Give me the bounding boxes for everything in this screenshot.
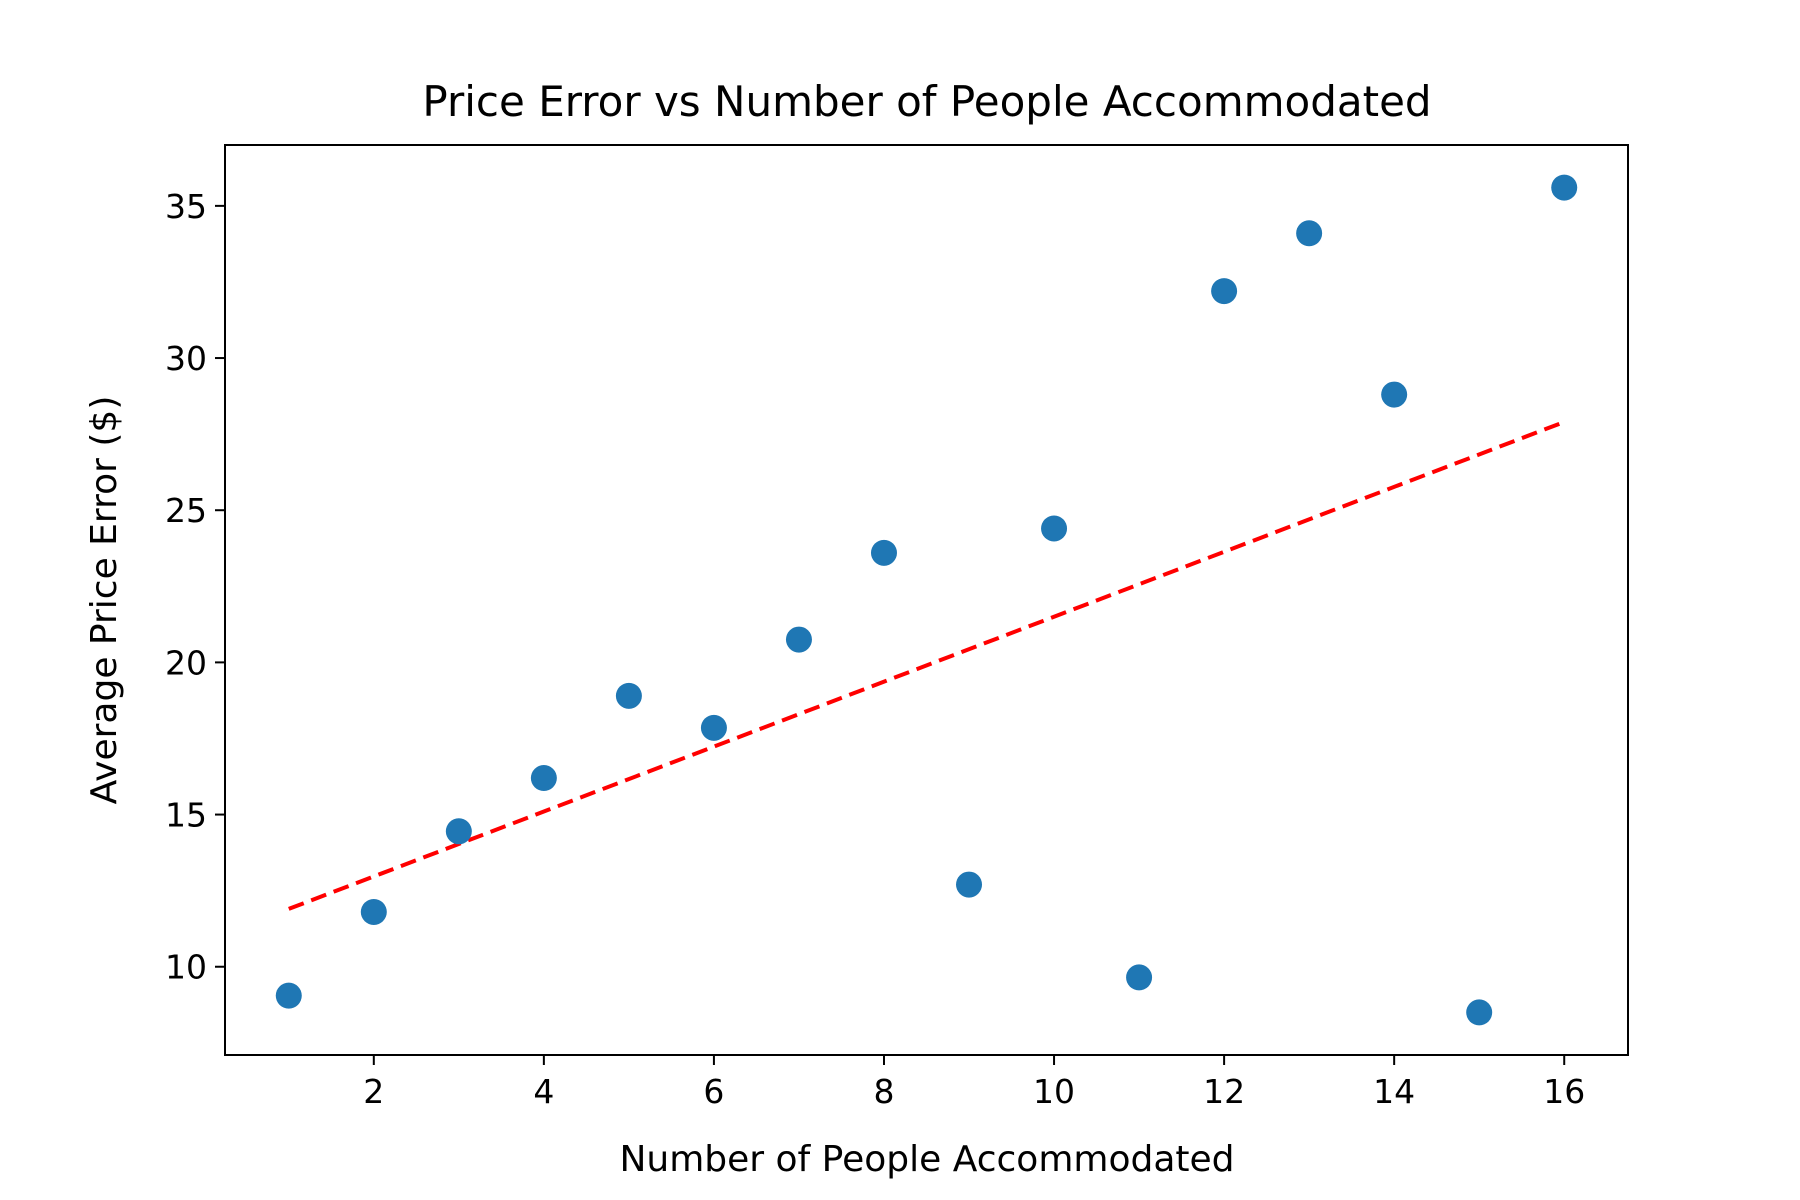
x-tick-label: 16: [1543, 1072, 1585, 1111]
trend-line: [288, 420, 1565, 911]
data-point: [1126, 964, 1153, 991]
data-point: [615, 682, 642, 709]
data-point: [1381, 381, 1408, 408]
y-tick-label: 30: [165, 339, 207, 378]
data-point: [275, 982, 302, 1009]
y-axis: 10 15 20 25 30 35: [165, 187, 225, 987]
data-point: [870, 539, 897, 566]
x-tick-label: 6: [703, 1072, 724, 1111]
data-point: [700, 714, 727, 741]
data-point: [785, 626, 812, 653]
x-tick-label: 10: [1033, 1072, 1075, 1111]
data-point: [1041, 515, 1068, 542]
data-point: [1296, 220, 1323, 247]
x-tick-label: 8: [873, 1072, 894, 1111]
x-tick-label: 2: [363, 1072, 384, 1111]
x-axis-label: Number of People Accommodated: [619, 1139, 1234, 1180]
x-tick-label: 12: [1203, 1072, 1245, 1111]
x-tick-label: 14: [1373, 1072, 1415, 1111]
data-point: [1211, 278, 1238, 305]
chart-title: Price Error vs Number of People Accommod…: [422, 77, 1431, 126]
data-point: [445, 818, 472, 845]
data-point: [1466, 999, 1493, 1026]
data-point: [360, 898, 387, 925]
x-axis: 2 4 6 8 10 12 14 16: [363, 1055, 1585, 1111]
y-tick-label: 15: [165, 796, 207, 835]
y-tick-label: 10: [165, 948, 207, 987]
y-tick-label: 35: [165, 187, 207, 226]
data-point: [530, 765, 557, 792]
y-axis-label: Average Price Error ($): [84, 396, 125, 805]
y-tick-label: 25: [165, 491, 207, 530]
plot-area: [275, 174, 1578, 1026]
data-point: [956, 871, 983, 898]
data-point: [1551, 174, 1578, 201]
y-tick-label: 20: [165, 643, 207, 682]
x-tick-label: 4: [533, 1072, 554, 1111]
plot-frame: [224, 144, 1629, 1056]
